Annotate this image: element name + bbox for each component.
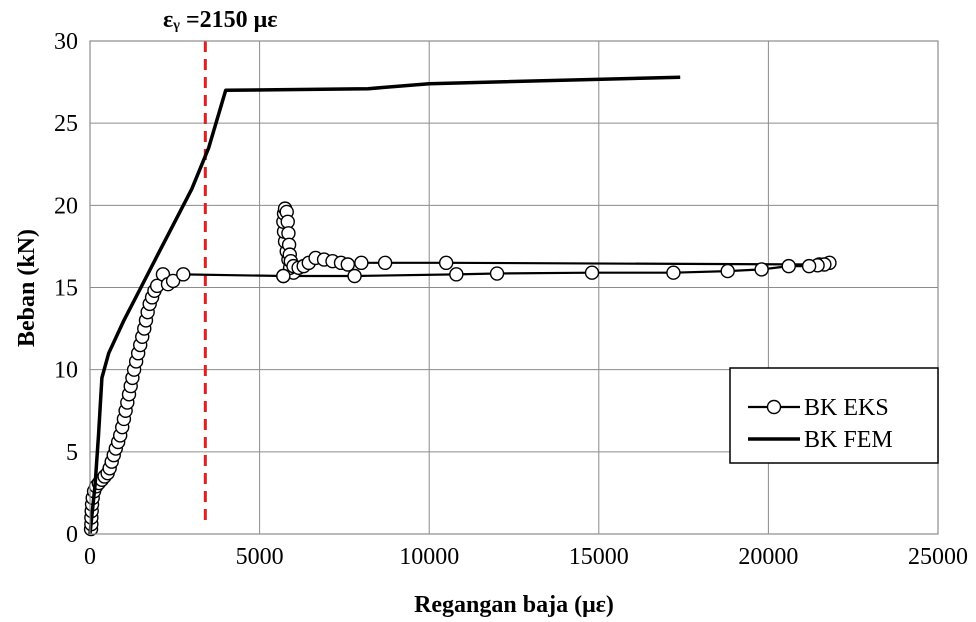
legend-label: BK FEM [804, 427, 893, 453]
eks-data-point [354, 255, 369, 271]
legend-box [729, 367, 939, 464]
eks-data-point [720, 263, 735, 279]
yield-annotation-label: εᵧ =2150 με [163, 7, 278, 33]
x-tick-label: 25000 [908, 544, 968, 570]
x-tick-label: 15000 [569, 544, 629, 570]
eks-data-point [165, 273, 181, 289]
eks-data-point [347, 268, 362, 284]
eks-data-point [801, 258, 817, 274]
eks-data-point [584, 265, 600, 280]
fem-series-line [88, 75, 681, 535]
x-tick-label: 0 [84, 544, 96, 570]
eks-data-point [449, 267, 464, 282]
legend: BK EKS BK FEM [729, 367, 939, 464]
y-axis-title: Beban (kN) [14, 229, 40, 347]
y-tick-label: 5 [66, 440, 78, 466]
x-tick-label: 10000 [399, 544, 459, 570]
y-tick-label: 0 [66, 522, 78, 548]
y-tick-label: 20 [54, 193, 78, 219]
x-tick-label: 5000 [236, 544, 284, 570]
eks-data-point [489, 266, 505, 281]
eks-data-point [781, 258, 796, 274]
eks-data-point [176, 267, 191, 282]
legend-label: BK EKS [804, 395, 889, 421]
eks-data-point [438, 255, 454, 271]
y-tick-label: 10 [54, 358, 78, 384]
y-tick-label: 15 [54, 276, 78, 302]
x-tick-label: 20000 [738, 544, 798, 570]
eks-data-point [276, 268, 291, 284]
eks-data-point [340, 257, 355, 272]
eks-data-point [666, 265, 681, 280]
series-layer [83, 75, 837, 537]
eks-data-point [377, 255, 393, 271]
eks-data-point [754, 262, 769, 277]
legend-swatch-marker [766, 399, 782, 415]
x-axis-title: Regangan baja (με) [414, 592, 614, 618]
y-tick-label: 30 [54, 29, 78, 55]
plot-area-border [89, 40, 939, 535]
tick-labels: 0 5000 10000 15000 20000 25000 0 5 10 15 20 25 30 [54, 29, 968, 570]
y-tick-label: 25 [54, 111, 78, 137]
